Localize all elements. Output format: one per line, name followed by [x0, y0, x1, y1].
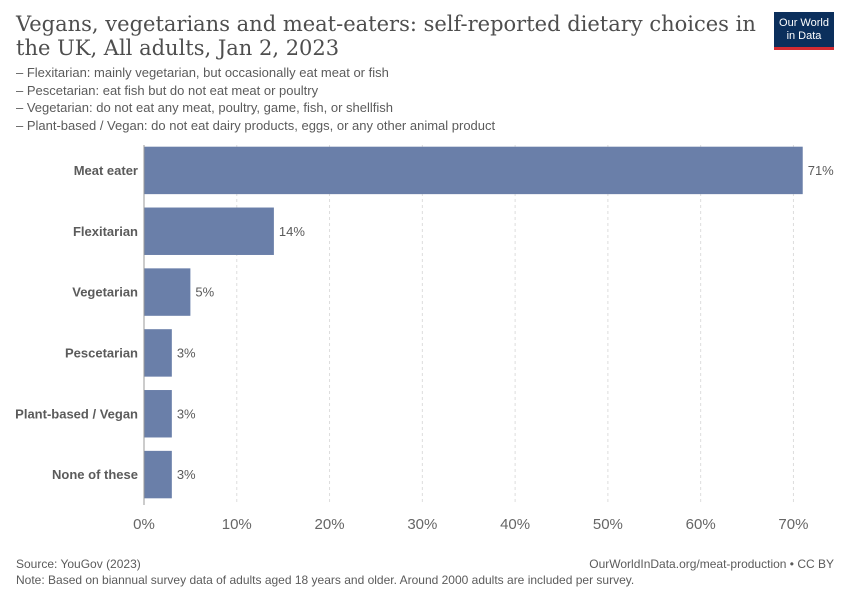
- x-tick-label-70: 70%: [778, 516, 808, 533]
- category-label-none-of-these: None of these: [52, 467, 138, 482]
- value-label-flexitarian: 14%: [279, 224, 305, 239]
- bar-pescetarian: [144, 329, 172, 377]
- x-tick-label-50: 50%: [593, 516, 623, 533]
- value-label-meat-eater: 71%: [808, 163, 834, 178]
- bar-plant-based-vegan: [144, 390, 172, 438]
- subtitle-line-vegetarian: – Vegetarian: do not eat any meat, poult…: [16, 100, 393, 115]
- chart-subtitle: – Flexitarian: mainly vegetarian, but oc…: [16, 64, 776, 134]
- note-text: Note: Based on biannual survey data of a…: [16, 573, 635, 587]
- x-tick-label-10: 10%: [222, 516, 252, 533]
- chart-title: Vegans, vegetarians and meat-eaters: sel…: [16, 12, 756, 60]
- source-text: Source: YouGov (2023): [16, 557, 141, 571]
- value-label-pescetarian: 3%: [177, 345, 196, 360]
- bar-none-of-these: [144, 450, 172, 499]
- category-label-vegetarian: Vegetarian: [72, 285, 138, 300]
- subtitle-line-flexitarian: – Flexitarian: mainly vegetarian, but oc…: [16, 65, 389, 80]
- category-label-plant-based-vegan: Plant-based / Vegan: [15, 406, 138, 421]
- x-tick-label-20: 20%: [315, 516, 345, 533]
- logo-line-1: Our World: [779, 16, 829, 29]
- owid-logo[interactable]: Our World in Data: [774, 12, 834, 50]
- category-label-pescetarian: Pescetarian: [65, 345, 138, 360]
- x-tick-label-0: 0%: [133, 516, 155, 533]
- category-label-meat-eater: Meat eater: [74, 163, 138, 178]
- value-label-vegetarian: 5%: [195, 285, 214, 300]
- subtitle-line-pescetarian: – Pescetarian: eat fish but do not eat m…: [16, 82, 319, 98]
- x-tick-label-60: 60%: [686, 516, 716, 533]
- x-tick-label-40: 40%: [500, 516, 530, 533]
- category-label-flexitarian: Flexitarian: [73, 224, 138, 239]
- value-label-plant-based-vegan: 3%: [177, 406, 196, 421]
- logo-line-2: in Data: [786, 29, 822, 42]
- bar-flexitarian: [144, 207, 274, 255]
- value-label-none-of-these: 3%: [177, 467, 196, 482]
- x-tick-label-30: 30%: [407, 516, 437, 533]
- credit-link[interactable]: OurWorldInData.org/meat-production • CC …: [589, 557, 834, 571]
- bar-meat-eater: [144, 146, 803, 195]
- subtitle-line-vegan: – Plant-based / Vegan: do not eat dairy …: [16, 117, 496, 133]
- bar-vegetarian: [144, 268, 191, 316]
